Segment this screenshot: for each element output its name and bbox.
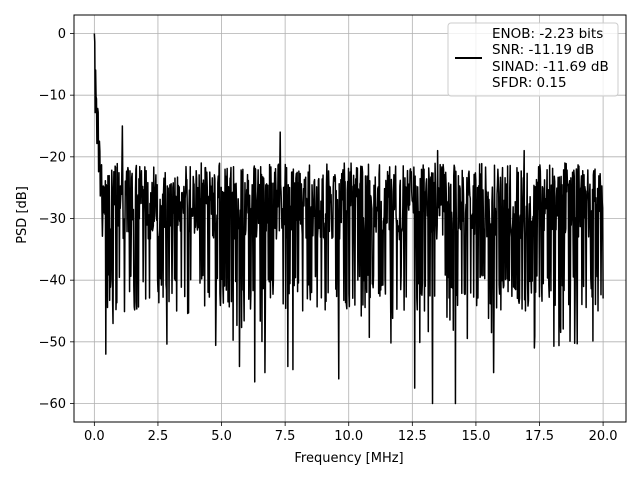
x-tick-label: 2.5 [148,429,169,444]
legend-line-snr: SNR: -11.19 dB [492,42,594,58]
y-tick-label: −30 [39,212,66,227]
y-tick-label: −50 [39,335,66,350]
x-tick-label: 17.5 [525,429,554,444]
y-tick-label: −60 [39,397,66,412]
x-tick-label: 15.0 [461,429,490,444]
y-tick-label: 0 [58,27,66,42]
x-tick-label: 12.5 [398,429,427,444]
y-axis-ticks: 0 −10 −20 −30 −40 −50 −60 [39,27,74,412]
legend: ENOB: -2.23 bits SNR: -11.19 dB SINAD: -… [447,22,619,97]
y-tick-label: −40 [39,274,66,289]
y-tick-label: −10 [39,89,66,104]
legend-line-enob: ENOB: -2.23 bits [492,26,603,42]
legend-box [447,22,619,97]
psd-series-line [93,33,604,405]
x-tick-label: 7.5 [275,429,296,444]
x-tick-label: 10.0 [334,429,363,444]
y-tick-label: −20 [39,150,66,165]
x-tick-label: 20.0 [589,429,618,444]
legend-line-sinad: SINAD: -11.69 dB [492,59,609,75]
y-axis-label: PSD [dB] [15,186,30,244]
legend-line-sfdr: SFDR: 0.15 [492,75,567,91]
series [93,33,604,405]
x-axis-ticks: 0.0 2.5 5.0 7.5 10.0 12.5 15.0 17.5 20.0 [84,422,618,444]
x-axis-label: Frequency [MHz] [294,451,403,466]
x-tick-label: 5.0 [211,429,232,444]
x-tick-label: 0.0 [84,429,105,444]
